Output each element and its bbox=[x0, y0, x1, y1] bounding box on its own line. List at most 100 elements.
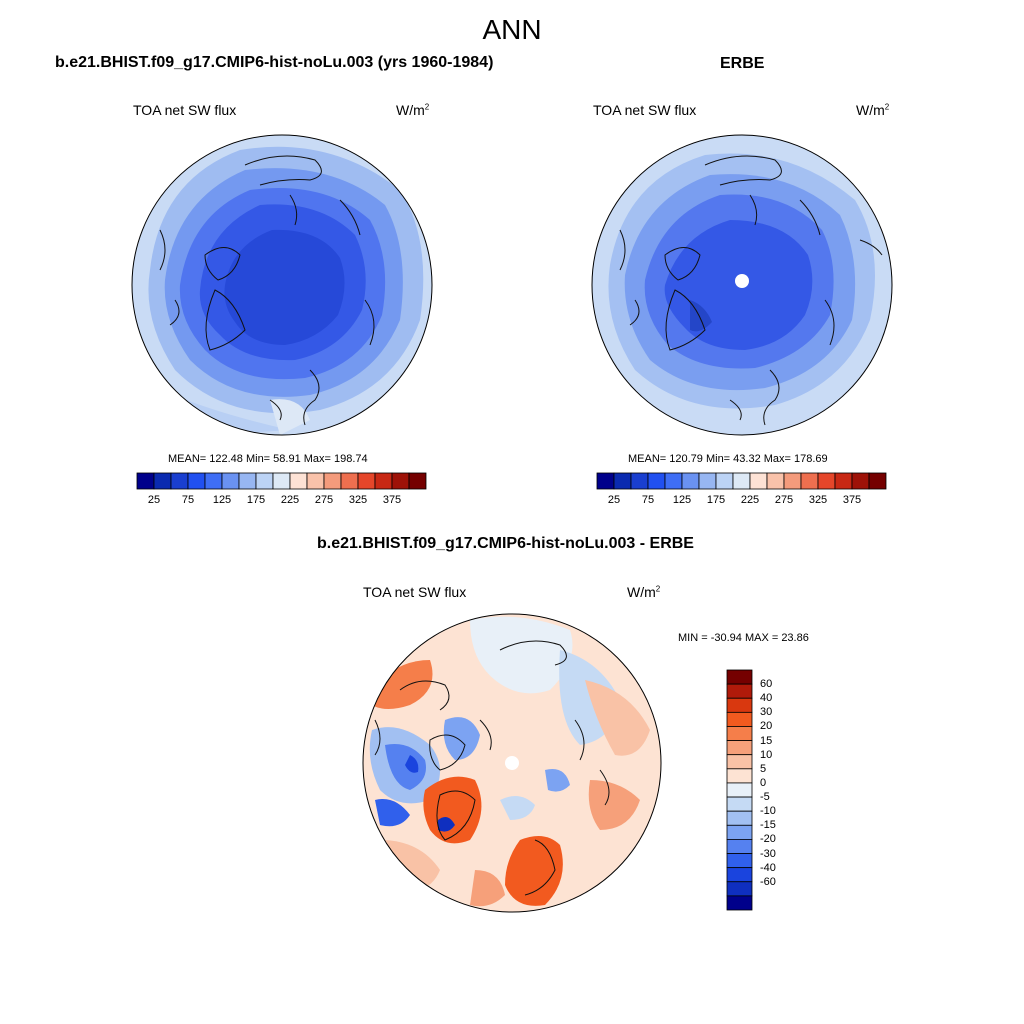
colorbar-erbe-tick-label: 325 bbox=[808, 494, 828, 506]
colorbar-erbe-tick-label: 225 bbox=[740, 494, 760, 506]
colorbar-erbe-tick-label: 125 bbox=[672, 494, 692, 506]
colorbar-difference-swatch bbox=[726, 768, 753, 784]
colorbar-difference-swatch bbox=[726, 740, 753, 756]
colorbar-erbe-swatch bbox=[834, 472, 853, 490]
colorbar-model-tick-label: 175 bbox=[246, 494, 266, 506]
panel3-heading: b.e21.BHIST.f09_g17.CMIP6-hist-noLu.003 … bbox=[317, 535, 694, 552]
map-erbe bbox=[592, 135, 892, 435]
panel3-units: W/m2 bbox=[627, 584, 661, 600]
colorbar-erbe-swatch bbox=[647, 472, 666, 490]
colorbar-erbe-tick-label: 175 bbox=[706, 494, 726, 506]
colorbar-model-swatch bbox=[255, 472, 274, 490]
colorbar-model-swatch bbox=[357, 472, 376, 490]
colorbar-difference-tick-label: 0 bbox=[760, 776, 767, 789]
colorbar-erbe-swatch bbox=[732, 472, 751, 490]
colorbar-difference-tick-label: 30 bbox=[760, 706, 773, 719]
colorbar-erbe-swatch bbox=[715, 472, 734, 490]
figure-title: ANN bbox=[482, 14, 542, 45]
colorbar-difference-tick-label: 10 bbox=[760, 748, 773, 761]
colorbar-difference-swatch bbox=[726, 782, 753, 798]
map-model bbox=[132, 135, 432, 435]
colorbar-model-tick-label: 75 bbox=[181, 494, 195, 506]
colorbar-erbe-tick-label: 25 bbox=[607, 494, 621, 506]
colorbar-erbe-swatch bbox=[851, 472, 870, 490]
colorbar-difference-swatch bbox=[726, 881, 753, 897]
colorbar-erbe-tick-label: 375 bbox=[842, 494, 862, 506]
colorbar-model-swatch bbox=[136, 472, 155, 490]
colorbar-difference-swatch bbox=[726, 796, 753, 812]
colorbar-model-swatch bbox=[289, 472, 308, 490]
colorbar-difference-swatch bbox=[726, 810, 753, 826]
colorbar-difference-swatch bbox=[726, 754, 753, 770]
colorbar-model-swatch bbox=[153, 472, 172, 490]
colorbar-erbe bbox=[596, 472, 887, 490]
colorbar-model-tick-label: 325 bbox=[348, 494, 368, 506]
panel3-variable: TOA net SW flux bbox=[363, 584, 467, 600]
colorbar-model-swatch bbox=[187, 472, 206, 490]
colorbar-erbe-swatch bbox=[800, 472, 819, 490]
colorbar-model-swatch bbox=[170, 472, 189, 490]
colorbar-model-tick-label: 375 bbox=[382, 494, 402, 506]
colorbar-difference-tick-label: -30 bbox=[760, 847, 776, 860]
map-difference bbox=[363, 614, 661, 912]
colorbar-difference-tick-label: 15 bbox=[760, 734, 773, 747]
colorbar-difference-tick-label: 40 bbox=[760, 692, 773, 705]
colorbar-model bbox=[136, 472, 427, 490]
colorbar-model-tick-label: 125 bbox=[212, 494, 232, 506]
panel1-heading: b.e21.BHIST.f09_g17.CMIP6-hist-noLu.003 … bbox=[55, 54, 494, 71]
panel1-units: W/m2 bbox=[396, 102, 430, 118]
colorbar-difference-tick-label: -20 bbox=[760, 833, 776, 846]
colorbar-erbe-swatch bbox=[783, 472, 802, 490]
colorbar-difference-swatch bbox=[726, 895, 753, 911]
colorbar-erbe-tick-label: 275 bbox=[774, 494, 794, 506]
panel2-units: W/m2 bbox=[856, 102, 890, 118]
colorbar-difference-swatch bbox=[726, 867, 753, 883]
colorbar-model-tick-label: 25 bbox=[147, 494, 161, 506]
colorbar-model-tick-label: 275 bbox=[314, 494, 334, 506]
colorbar-difference-swatch bbox=[726, 824, 753, 840]
colorbar-model-swatch bbox=[306, 472, 325, 490]
colorbar-model-tick-label: 225 bbox=[280, 494, 300, 506]
colorbar-difference-tick-label: 60 bbox=[760, 678, 773, 691]
panel1-variable: TOA net SW flux bbox=[133, 102, 237, 118]
colorbar-difference-tick-label: -5 bbox=[760, 791, 770, 804]
colorbar-difference-swatch bbox=[726, 697, 753, 713]
colorbar-model-swatch bbox=[204, 472, 223, 490]
colorbar-erbe-swatch bbox=[817, 472, 836, 490]
colorbar-model-swatch bbox=[408, 472, 427, 490]
colorbar-difference-swatch bbox=[726, 683, 753, 699]
colorbar-model-swatch bbox=[340, 472, 359, 490]
colorbar-model-swatch bbox=[391, 472, 410, 490]
colorbar-model-swatch bbox=[374, 472, 393, 490]
panel2-stats: MEAN= 120.79 Min= 43.32 Max= 178.69 bbox=[628, 453, 828, 465]
colorbar-difference-swatch bbox=[726, 711, 753, 727]
colorbar-erbe-swatch bbox=[868, 472, 887, 490]
colorbar-difference bbox=[726, 669, 753, 911]
colorbar-difference-tick-label: -10 bbox=[760, 805, 776, 818]
colorbar-erbe-swatch bbox=[596, 472, 615, 490]
colorbar-erbe-swatch bbox=[664, 472, 683, 490]
colorbar-difference-tick-label: -40 bbox=[760, 861, 776, 874]
colorbar-erbe-swatch bbox=[698, 472, 717, 490]
colorbar-model-swatch bbox=[221, 472, 240, 490]
colorbar-difference-swatch bbox=[726, 726, 753, 741]
panel1-stats: MEAN= 122.48 Min= 58.91 Max= 198.74 bbox=[168, 453, 368, 465]
colorbar-model-swatch bbox=[238, 472, 257, 490]
panel2-heading: ERBE bbox=[720, 55, 765, 72]
colorbar-difference-swatch bbox=[726, 669, 753, 685]
colorbar-difference-tick-label: 20 bbox=[760, 720, 773, 733]
colorbar-difference-tick-label: -60 bbox=[760, 875, 776, 888]
colorbar-erbe-swatch bbox=[613, 472, 632, 490]
colorbar-difference-swatch bbox=[726, 853, 753, 869]
colorbar-erbe-tick-label: 75 bbox=[641, 494, 655, 506]
colorbar-erbe-swatch bbox=[681, 472, 700, 490]
colorbar-model-swatch bbox=[323, 472, 342, 490]
colorbar-erbe-swatch bbox=[630, 472, 649, 490]
colorbar-difference-tick-label: -15 bbox=[760, 819, 776, 832]
panel3-stats: MIN = -30.94 MAX = 23.86 bbox=[678, 632, 809, 644]
colorbar-model-swatch bbox=[272, 472, 291, 490]
colorbar-erbe-swatch bbox=[749, 472, 768, 490]
colorbar-erbe-swatch bbox=[766, 472, 785, 490]
colorbar-difference-swatch bbox=[726, 839, 753, 854]
